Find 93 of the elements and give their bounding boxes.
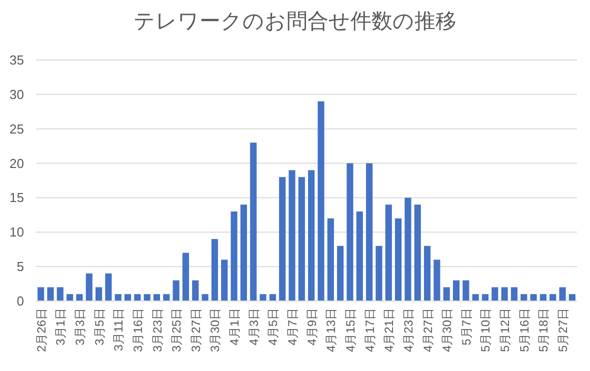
- bar: [520, 294, 528, 301]
- x-tick-label: 3月30日: [208, 308, 222, 352]
- x-tick-label: 4月15日: [343, 308, 358, 352]
- x-tick-label: 3月3日: [72, 308, 87, 346]
- x-tick-label: 5月27日: [556, 308, 570, 352]
- bar: [472, 294, 479, 301]
- bar: [530, 294, 537, 301]
- x-tick-label: 5月18日: [536, 308, 551, 352]
- bar: [211, 239, 218, 301]
- x-tick-label: 4月17日: [362, 308, 377, 352]
- bar: [192, 280, 199, 301]
- bar: [250, 142, 257, 301]
- bar: [414, 204, 421, 301]
- bar: [202, 294, 208, 301]
- bar: [114, 294, 122, 301]
- x-tick-label: 3月5日: [92, 308, 106, 346]
- x-tick-label: 5月10日: [478, 308, 493, 352]
- x-tick-label: 4月30日: [440, 308, 454, 352]
- x-tick-label: 4月1日: [228, 308, 242, 346]
- bar: [124, 294, 132, 301]
- bar: [182, 252, 190, 301]
- x-tick-label: 4月13日: [324, 308, 338, 352]
- bar: [230, 211, 238, 301]
- y-tick-label: 10: [10, 224, 24, 240]
- bar: [462, 280, 470, 301]
- bar: [172, 280, 180, 301]
- bar: [540, 294, 546, 301]
- bar: [452, 280, 460, 301]
- bar: [144, 294, 150, 301]
- x-tick-label: 3月1日: [54, 308, 68, 346]
- bar: [134, 294, 141, 301]
- bar: [550, 294, 556, 301]
- x-tick-label: 3月25日: [170, 308, 184, 352]
- y-tick-label: 5: [16, 259, 24, 274]
- x-tick-label: 5月12日: [498, 308, 512, 352]
- bar: [260, 294, 266, 301]
- bar: [356, 211, 363, 301]
- bar: [568, 294, 576, 301]
- x-tick-label: 4月23日: [401, 308, 416, 352]
- bar: [269, 294, 276, 301]
- y-tick-label: 30: [10, 86, 24, 102]
- x-tick-label: 3月16日: [130, 308, 145, 352]
- chart-title: テレワークのお問合せ件数の推移: [134, 10, 456, 33]
- bar: [298, 177, 305, 301]
- x-tick-label: 4月3日: [246, 308, 261, 346]
- x-tick-label: 4月21日: [382, 308, 396, 352]
- bar: [327, 218, 334, 301]
- bar: [308, 170, 315, 301]
- y-tick-label: 20: [10, 156, 24, 171]
- bar: [96, 287, 102, 301]
- bar: [240, 204, 247, 301]
- x-tick-label: 5月7日: [459, 308, 474, 346]
- bar: [38, 287, 44, 301]
- bar: [76, 294, 83, 301]
- x-tick-label: 4月7日: [286, 308, 300, 346]
- y-tick-label: 35: [10, 52, 24, 68]
- y-tick-label: 15: [10, 190, 24, 206]
- bar: [443, 287, 450, 301]
- bar: [376, 246, 382, 301]
- bar: [221, 260, 228, 301]
- bar: [501, 287, 508, 301]
- x-tick-label: 4月27日: [420, 308, 435, 352]
- bar: [346, 163, 354, 301]
- bar: [337, 246, 344, 301]
- bar: [288, 170, 296, 301]
- bar: [424, 246, 431, 301]
- bar: [559, 287, 566, 301]
- y-tick-label: 0: [16, 294, 24, 308]
- x-tick-label: 3月23日: [150, 308, 164, 352]
- bar: [47, 287, 54, 301]
- bar: [279, 177, 286, 301]
- bar: [66, 294, 74, 301]
- x-tick-label: 5月16日: [517, 308, 532, 352]
- bar: [163, 294, 170, 301]
- x-tick-label: 4月5日: [266, 308, 280, 346]
- x-tick-label: 3月27日: [188, 308, 203, 352]
- bar: [385, 204, 392, 301]
- bar: [394, 218, 402, 301]
- bar: [492, 287, 498, 301]
- bar: [482, 294, 489, 301]
- bar: [510, 287, 518, 301]
- bar: [153, 294, 160, 301]
- bar: [56, 287, 64, 301]
- x-tick-label: 4月9日: [304, 308, 319, 346]
- bar: [86, 273, 92, 301]
- x-tick-label: 2月26日: [34, 308, 48, 352]
- bar: [404, 198, 412, 301]
- x-tick-label: 3月11日: [112, 308, 126, 352]
- bar: [105, 273, 112, 301]
- bar: [434, 260, 440, 301]
- bar: [318, 101, 324, 301]
- y-tick-label: 25: [10, 121, 24, 136]
- bar: [366, 163, 373, 301]
